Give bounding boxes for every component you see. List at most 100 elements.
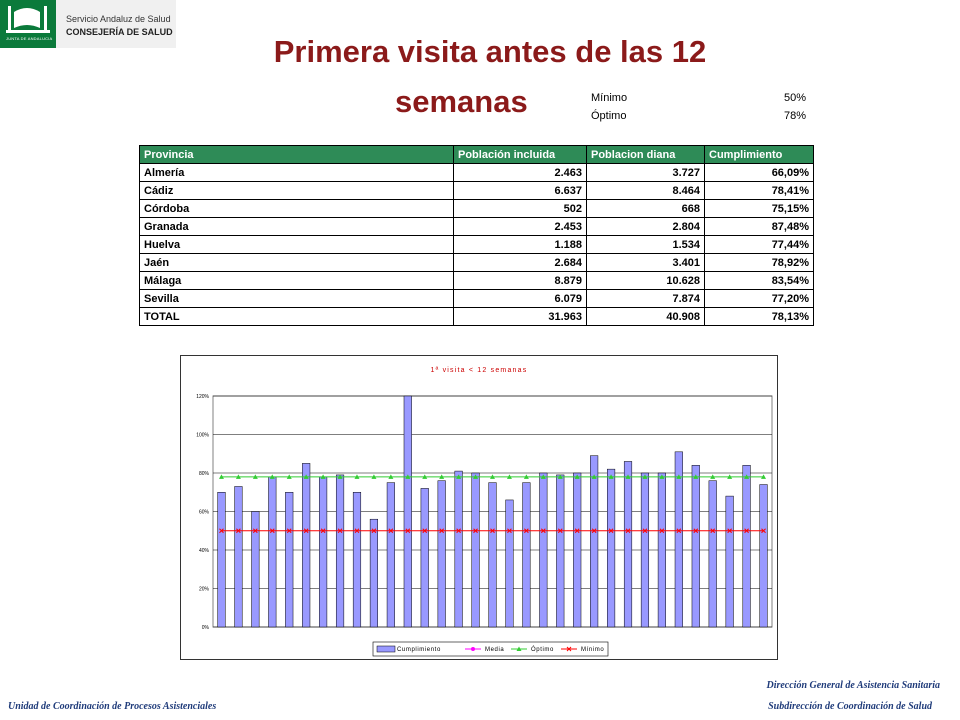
- cell-poblacion-diana: 40.908: [586, 307, 705, 326]
- legend-label: Media: [485, 647, 504, 653]
- optimo-label: Óptimo: [591, 110, 627, 122]
- footer-direction: Dirección General de Asistencia Sanitari…: [766, 680, 940, 691]
- logo-caption: JUNTA DE ANDALUCIA: [6, 36, 53, 41]
- bar: [268, 476, 277, 628]
- cell-cumplimiento: 77,44%: [704, 235, 814, 254]
- chart-title: 1ª visita < 12 semanas: [431, 367, 528, 374]
- legend-marker-minimo: [566, 646, 572, 652]
- cell-poblacion-diana: 3.727: [586, 163, 705, 182]
- minimo-marker: [574, 528, 580, 534]
- optimo-marker: [473, 474, 479, 479]
- chart-frame: 1ª visita < 12 semanas 0% 20% 40% 60% 80% 100%…: [180, 355, 778, 660]
- minimo-value: 50%: [784, 92, 807, 104]
- bar: [352, 492, 362, 628]
- optimo-marker: [710, 474, 716, 479]
- minimo-marker: [303, 528, 309, 534]
- optimo-marker: [761, 474, 767, 479]
- bar: [556, 474, 565, 628]
- optimo-marker: [235, 474, 241, 479]
- table-row: TOTAL 31.963 40.908 78,13%: [139, 307, 814, 326]
- bar: [657, 472, 666, 628]
- minimo-marker: [625, 528, 631, 534]
- optimo-marker: [269, 474, 275, 479]
- cell-poblacion-diana: 1.534: [586, 235, 705, 254]
- cell-provincia: TOTAL: [139, 307, 454, 326]
- optimo-marker: [439, 474, 445, 479]
- table-row: Málaga 8.879 10.628 83,54%: [139, 271, 814, 290]
- minimo-marker: [693, 528, 699, 534]
- cell-cumplimiento: 87,48%: [704, 217, 814, 236]
- bar: [607, 468, 616, 628]
- cell-poblacion-diana: 10.628: [586, 271, 705, 290]
- minimo-marker: [388, 528, 394, 534]
- minimo-marker: [608, 528, 614, 534]
- y-tick-label: 100%: [196, 433, 209, 439]
- minimo-marker: [761, 528, 766, 534]
- minimo-marker: [591, 528, 597, 534]
- legend-label: Óptimo: [531, 646, 554, 653]
- bar: [420, 488, 429, 628]
- bar: [369, 518, 378, 628]
- bar: [217, 492, 226, 628]
- cell-cumplimiento: 78,13%: [704, 307, 814, 326]
- minimo-marker: [727, 528, 733, 534]
- table-row: Huelva 1.188 1.534 77,44%: [139, 235, 814, 254]
- optimo-marker: [693, 474, 699, 479]
- optimo-marker: [574, 474, 580, 479]
- cell-poblacion-diana: 668: [586, 199, 705, 218]
- bar: [640, 472, 650, 628]
- optimo-marker: [540, 474, 546, 479]
- bar: [454, 470, 463, 628]
- optimo-marker: [676, 474, 682, 479]
- optimo-marker: [490, 474, 495, 479]
- optimo-marker: [405, 474, 411, 479]
- minimo-marker: [490, 528, 495, 534]
- cell-poblacion-incluida: 2.684: [453, 253, 587, 272]
- bar: [319, 476, 328, 628]
- minimo-marker: [405, 528, 411, 534]
- table-row: Sevilla 6.079 7.874 77,20%: [139, 289, 814, 308]
- table-row: Jaén 2.684 3.401 78,92%: [139, 253, 814, 272]
- optimo-marker: [659, 474, 665, 479]
- bar: [539, 472, 548, 628]
- cell-poblacion-incluida: 8.879: [453, 271, 587, 290]
- cell-provincia: Almería: [139, 163, 454, 182]
- cell-poblacion-incluida: 31.963: [453, 307, 587, 326]
- minimo-marker: [269, 528, 275, 534]
- bar: [674, 451, 683, 628]
- legend-label: Cumplimiento: [397, 647, 441, 653]
- cell-cumplimiento: 77,20%: [704, 289, 814, 308]
- optimo-marker: [456, 474, 462, 479]
- optimo-marker: [337, 474, 343, 479]
- optimo-marker: [354, 474, 360, 479]
- bar: [759, 484, 768, 628]
- bar: [573, 472, 582, 628]
- bar: [335, 474, 345, 628]
- bar: [725, 495, 734, 628]
- bar: [623, 461, 633, 628]
- minimo-marker: [456, 528, 461, 534]
- y-tick-label: 120%: [196, 394, 209, 400]
- optimo-marker: [218, 474, 224, 479]
- cell-provincia: Córdoba: [139, 199, 454, 218]
- table-row: Córdoba 502 668 75,15%: [139, 199, 814, 218]
- bar: [234, 486, 243, 628]
- footer-subdirection: Subdirección de Coordinación de Salud: [768, 701, 932, 712]
- minimo-marker: [371, 528, 377, 534]
- header-poblacion-diana: Poblacion diana: [586, 145, 705, 164]
- y-tick-label: 80%: [199, 471, 210, 477]
- logo-header: JUNTA DE ANDALUCIA Servicio Andaluz de S…: [0, 0, 176, 48]
- minimo-marker: [676, 528, 682, 534]
- optimo-marker: [727, 474, 733, 479]
- minimo-marker: [354, 528, 360, 534]
- optimo-marker: [320, 474, 326, 479]
- bar: [437, 480, 446, 628]
- minimo-marker: [252, 528, 258, 534]
- minimo-marker: [744, 528, 749, 534]
- bar: [403, 395, 412, 628]
- optimo-marker: [591, 474, 597, 479]
- optimo-marker: [625, 474, 631, 479]
- bar: [742, 465, 751, 628]
- header-cumplimiento: Cumplimiento: [704, 145, 814, 164]
- cell-poblacion-diana: 3.401: [586, 253, 705, 272]
